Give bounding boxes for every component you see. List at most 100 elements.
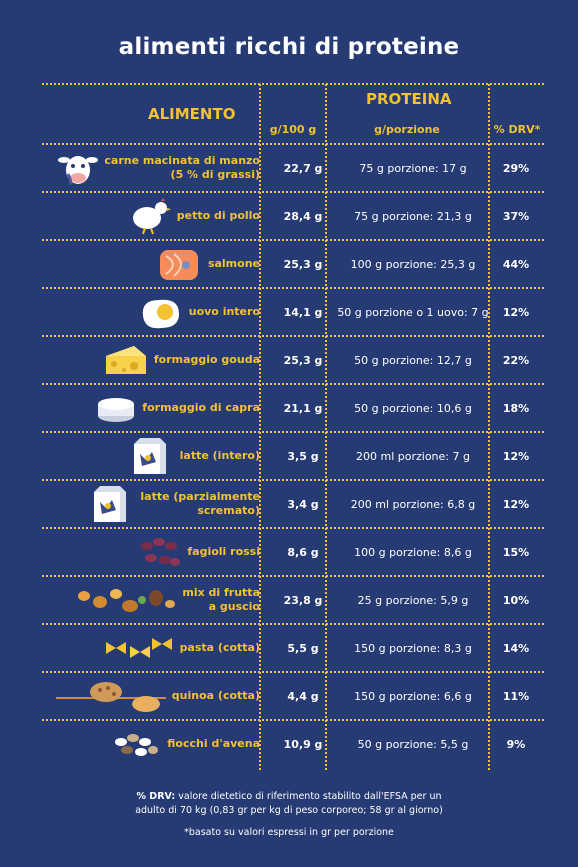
protein-per-100g: 8,6 g	[287, 545, 319, 559]
table-row: fagioli rossi 8,6 g 100 g porzione: 8,6 g 1…	[42, 528, 544, 576]
protein-per-100g: 3,4 g	[287, 497, 319, 511]
table-row: latte (parzialmente scremato) 3,4 g 200 ml…	[42, 480, 544, 528]
table-row: carne macinata di manzo (5 % di grassi) 2…	[42, 144, 544, 192]
table-row: salmone 25,3 g 100 g porzione: 25,3 g 44%	[42, 240, 544, 288]
protein-per-portion: 75 g porzione: 21,3 g	[354, 209, 472, 223]
header-drv: % DRV*	[493, 123, 541, 136]
table-row: uovo intero 14,1 g 50 g porzione o 1 uovo:…	[42, 288, 544, 336]
protein-per-100g: 3,5 g	[287, 449, 319, 463]
table-row: fiocchi d'avena 10,9 g 50 g porzione: 5,5 …	[42, 720, 544, 768]
beans-icon	[137, 532, 181, 572]
food-name: formaggio gouda	[153, 353, 260, 366]
divider	[42, 239, 544, 241]
drv-percent: 11%	[502, 689, 530, 703]
protein-per-portion: 50 g porzione: 5,5 g	[357, 737, 469, 751]
drv-percent: 37%	[502, 209, 530, 223]
protein-per-100g: 21,1 g	[283, 401, 323, 415]
protein-per-portion: 100 g porzione: 8,6 g	[354, 545, 472, 559]
divider	[42, 671, 544, 673]
table-row: latte (intero) 3,5 g 200 ml porzione: 7 g 1…	[42, 432, 544, 480]
divider	[42, 623, 544, 625]
oats-icon	[111, 724, 161, 764]
divider	[42, 143, 544, 145]
divider	[42, 287, 544, 289]
footer-drv-text: valore dietetico di riferimento stabilit…	[175, 791, 442, 802]
header-proteina: PROTEINA	[366, 90, 452, 108]
food-name: quinoa (cotta)	[171, 689, 260, 702]
footer-drv-label: % DRV:	[136, 791, 176, 802]
food-name: salmone	[207, 257, 260, 270]
protein-per-100g: 4,4 g	[287, 689, 319, 703]
quinoa-icon	[55, 676, 166, 716]
footer-note: *basato su valori espressi in gr per por…	[184, 827, 394, 838]
pasta-icon	[104, 628, 174, 668]
food-name: fagioli rossi	[187, 545, 260, 558]
column-divider	[259, 84, 261, 770]
table-row: pasta (cotta) 5,5 g 150 g porzione: 8,3 g 1…	[42, 624, 544, 672]
food-name: latte (intero)	[179, 449, 260, 462]
drv-percent: 12%	[502, 305, 530, 319]
footer-drv: % DRV: valore dietetico di riferimento s…	[0, 790, 578, 818]
drv-percent: 9%	[506, 737, 526, 751]
table-row: quinoa (cotta) 4,4 g 150 g porzione: 6,6 g…	[42, 672, 544, 720]
food-name: latte (parzialmente scremato)	[140, 490, 260, 517]
divider	[42, 335, 544, 337]
milk-carton-icon	[90, 484, 134, 524]
egg-icon	[139, 292, 183, 332]
drv-percent: 22%	[502, 353, 530, 367]
protein-per-100g: 25,3 g	[283, 353, 323, 367]
divider	[42, 527, 544, 529]
food-name: mix di frutta a guscio	[182, 586, 260, 613]
page-title: alimenti ricchi di proteine	[118, 34, 460, 60]
protein-per-100g: 14,1 g	[283, 305, 323, 319]
divider	[42, 575, 544, 577]
protein-per-portion: 150 g porzione: 8,3 g	[354, 641, 472, 655]
food-name: formaggio di capra	[142, 401, 260, 414]
drv-percent: 15%	[502, 545, 530, 559]
drv-percent: 12%	[502, 497, 530, 511]
protein-per-portion: 50 g porzione: 12,7 g	[354, 353, 472, 367]
divider	[42, 191, 544, 193]
drv-percent: 18%	[502, 401, 530, 415]
protein-per-portion: 150 g porzione: 6,6 g	[354, 689, 472, 703]
header-porzione: g/porzione	[374, 123, 440, 136]
food-name: carne macinata di manzo (5 % di grassi)	[104, 154, 260, 181]
column-divider	[325, 84, 327, 770]
drv-percent: 12%	[502, 449, 530, 463]
table-row: formaggio gouda 25,3 g 50 g porzione: 12,7…	[42, 336, 544, 384]
drv-percent: 14%	[502, 641, 530, 655]
divider	[42, 383, 544, 385]
protein-per-100g: 5,5 g	[287, 641, 319, 655]
protein-per-100g: 23,8 g	[283, 593, 323, 607]
drv-percent: 44%	[502, 257, 530, 271]
divider	[42, 431, 544, 433]
drv-percent: 10%	[502, 593, 530, 607]
drv-percent: 29%	[502, 161, 530, 175]
nuts-icon	[76, 580, 176, 620]
protein-per-100g: 28,4 g	[283, 209, 323, 223]
table-row: petto di pollo 28,4 g 75 g porzione: 21,3 …	[42, 192, 544, 240]
protein-per-portion: 50 g porzione: 10,6 g	[354, 401, 472, 415]
protein-per-100g: 22,7 g	[283, 161, 323, 175]
protein-per-portion: 75 g porzione: 17 g	[359, 161, 467, 175]
milk-carton-icon	[130, 436, 174, 476]
divider	[42, 719, 544, 721]
protein-per-portion: 200 ml porzione: 6,8 g	[350, 497, 476, 511]
protein-per-portion: 25 g porzione: 5,9 g	[357, 593, 469, 607]
divider	[42, 83, 544, 85]
protein-per-portion: 200 ml porzione: 7 g	[356, 449, 470, 463]
table-row: formaggio di capra 21,1 g 50 g porzione: 1…	[42, 384, 544, 432]
food-name: fiocchi d'avena	[167, 737, 260, 750]
protein-per-portion: 100 g porzione: 25,3 g	[350, 257, 476, 271]
food-name: petto di pollo	[176, 209, 260, 222]
cow-icon	[58, 148, 99, 188]
salmon-icon	[156, 244, 202, 284]
protein-per-100g: 25,3 g	[283, 257, 323, 271]
goat-cheese-icon	[96, 388, 136, 428]
protein-per-portion: 50 g porzione o 1 uovo: 7 g	[337, 305, 489, 319]
footer-drv-text2: adulto di 70 kg (0,83 gr per kg di peso …	[135, 805, 443, 816]
protein-per-100g: 10,9 g	[283, 737, 323, 751]
food-name: pasta (cotta)	[179, 641, 260, 654]
food-name: uovo intero	[188, 305, 260, 318]
cheese-icon	[104, 340, 148, 380]
